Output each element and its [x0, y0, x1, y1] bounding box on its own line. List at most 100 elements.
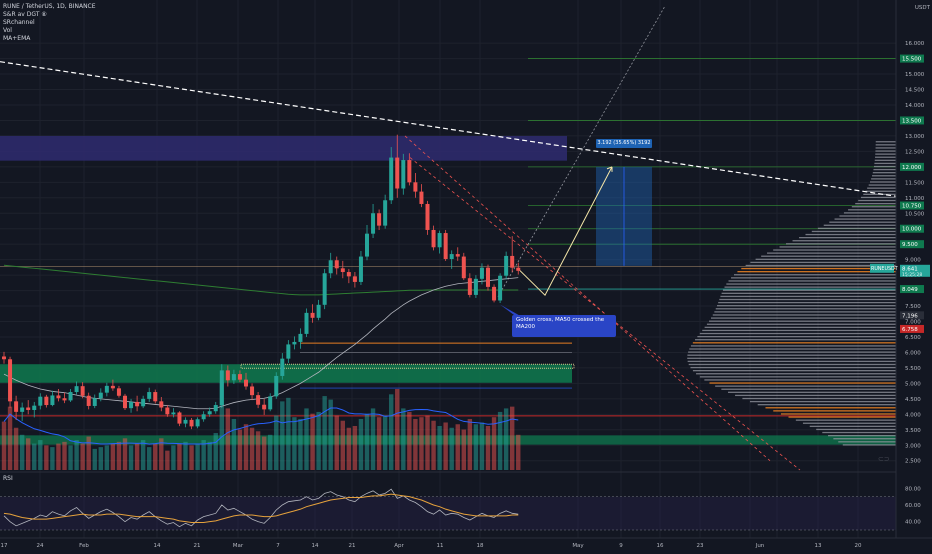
volume-profile-bar: [838, 441, 896, 443]
volume-profile-bar: [860, 196, 896, 199]
volume-bar: [225, 408, 231, 470]
volume-profile-bar: [704, 326, 896, 329]
volume-profile-bar: [811, 230, 896, 233]
volume-profile-bar: [696, 373, 896, 375]
volume-profile-bar: [702, 329, 896, 332]
price-tag-label: 15.500: [902, 57, 922, 63]
candle-body: [510, 255, 515, 268]
volume-bar: [286, 397, 291, 470]
candle-body: [401, 160, 406, 189]
volume-bar: [455, 424, 460, 470]
volume-profile-bar: [722, 289, 896, 291]
volume-bar: [485, 426, 491, 470]
symbol-title[interactable]: RUNE / TetherUS, 1D, BINANCE: [3, 3, 96, 10]
volume-bar: [346, 427, 352, 470]
candle-body: [2, 356, 6, 360]
volume-bar: [249, 427, 255, 470]
volume-profile-bar: [843, 212, 896, 214]
time-tick-label: 21: [349, 543, 356, 549]
volume-bar: [134, 443, 140, 470]
volume-profile-bar: [780, 413, 896, 415]
candle-body: [498, 275, 503, 301]
indicator-sr[interactable]: S&R av DGT ⑧: [3, 11, 47, 18]
rsi-line: [3, 488, 519, 528]
candle-body: [201, 414, 206, 420]
volume-bar: [219, 382, 224, 470]
candle-body: [141, 398, 146, 407]
volume-bar: [116, 441, 122, 470]
price-tag-label: 13.500: [902, 118, 922, 124]
indicator-srchannel[interactable]: SRchannel: [3, 19, 35, 26]
volume-bar: [395, 389, 400, 470]
volume-profile-bar: [805, 233, 896, 236]
volume-profile-bar: [761, 255, 896, 257]
volume-bar: [340, 420, 345, 470]
candle-body: [183, 419, 188, 424]
volume-profile-bar: [802, 422, 896, 424]
indicator-volume[interactable]: Vol: [3, 27, 12, 34]
volume-profile-bar: [829, 221, 896, 223]
volume-bar: [376, 417, 382, 470]
price-tick-label: 2.500: [905, 459, 921, 465]
candles: [2, 134, 521, 430]
price-tick-label: 4.500: [905, 397, 921, 403]
time-tick-label: 11: [437, 543, 444, 549]
rsi-pane-label[interactable]: RSI: [3, 475, 13, 482]
volume-bar: [389, 394, 394, 470]
candle-body: [407, 160, 412, 183]
volume-profile-bar: [699, 332, 896, 335]
measure-label: 3.192 (35.65%) 3192: [596, 139, 652, 148]
volume-bar: [352, 426, 358, 470]
time-tick-label: Apr: [394, 543, 404, 549]
candle-body: [153, 392, 158, 402]
volume-profile-bar: [855, 202, 896, 205]
price-tick-label: 4.000: [905, 412, 921, 418]
volume-profile-bar: [875, 153, 896, 155]
price-tag: [900, 162, 924, 171]
volume-profile-bar: [715, 385, 896, 387]
channel-line-lower: [409, 157, 801, 471]
candle-body: [268, 396, 273, 410]
candle-body: [116, 388, 121, 396]
volume-profile-bar: [745, 264, 896, 267]
candle-body: [365, 233, 369, 257]
candle-body: [479, 267, 484, 279]
price-tick-label: 14.000: [905, 103, 925, 109]
price-tick-label: 11.000: [905, 196, 925, 202]
rsi-ma-line: [3, 493, 519, 523]
volume-bar: [110, 443, 116, 470]
volume-bar: [268, 434, 273, 470]
volume-profile-bar: [728, 280, 896, 282]
volume-bar: [358, 418, 364, 470]
current-price-tag: [900, 264, 930, 277]
symbol-tag: [870, 263, 894, 273]
volume-profile-bar: [689, 348, 896, 350]
golden-cross-annotation[interactable]: Golden cross, MA50 crossed the MA200: [512, 315, 616, 337]
volume-profile-bar: [839, 215, 896, 217]
volume-profile-bar: [823, 224, 896, 226]
volume-profile-bar: [833, 438, 896, 440]
time-axis-bg: [0, 538, 932, 550]
volume-bar: [467, 418, 473, 470]
candle-body: [437, 233, 442, 248]
candle-body: [110, 385, 115, 389]
indicator-ma-ema[interactable]: MA+EMA: [3, 35, 31, 42]
price-tick-label: 13.000: [905, 134, 925, 140]
tradingview-logo-icon: ⊂⊃: [878, 455, 890, 463]
price-tag: [900, 116, 924, 125]
price-tag-label: 6.758: [902, 327, 918, 333]
time-tick-label: 21: [194, 543, 201, 549]
price-tag: [900, 224, 924, 233]
volume-profile-bar: [688, 363, 896, 366]
candle-body: [461, 256, 466, 279]
volume-profile-bar: [872, 172, 896, 174]
candle-body: [177, 412, 182, 424]
volume-bar: [243, 424, 249, 470]
volume-bar: [413, 418, 418, 470]
candle-body: [304, 312, 309, 334]
candle-body: [449, 254, 454, 260]
time-tick-label: Mar: [233, 543, 244, 549]
volume-profile-bar: [871, 178, 896, 180]
